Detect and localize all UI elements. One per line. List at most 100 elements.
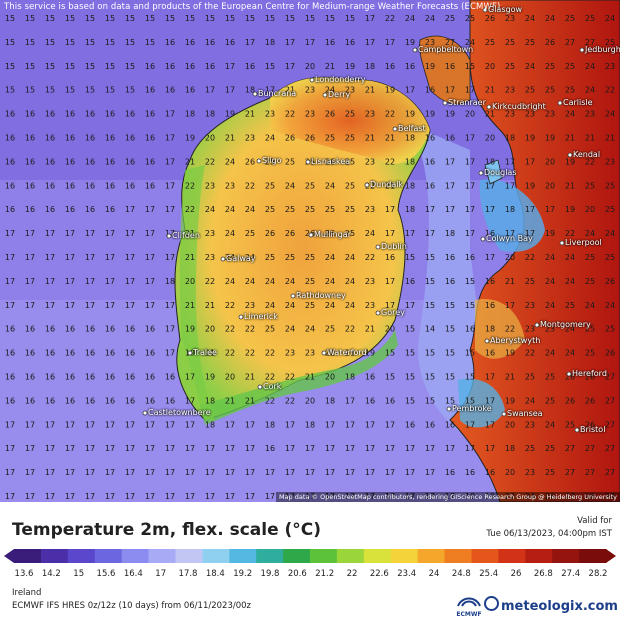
place-dot-limerick xyxy=(238,314,244,320)
scale-tick-label: 20.6 xyxy=(288,569,307,579)
temperature-value: 17 xyxy=(85,229,95,238)
temperature-value: 17 xyxy=(65,301,75,310)
scale-color-step xyxy=(67,549,96,563)
temperature-value: 17 xyxy=(225,468,235,477)
place-dot-buncrana xyxy=(252,91,258,97)
temperature-value: 17 xyxy=(125,468,135,477)
temperature-value: 21 xyxy=(565,181,575,190)
temperature-value: 24 xyxy=(565,110,575,119)
temperature-value: 26 xyxy=(565,396,575,405)
temperature-value: 24 xyxy=(325,181,335,190)
temperature-value: 15 xyxy=(425,373,435,382)
temperature-value: 15 xyxy=(245,14,255,23)
temperature-value: 17 xyxy=(165,492,175,501)
place-dot-lisnaskea xyxy=(305,159,311,165)
color-scale-bar: 13.6 14.2 15 15.6 16.4 17 17.8 18.4 19.2 19.8 20.6… xyxy=(4,549,616,579)
meteologix-brand-link[interactable]: meteologix.com xyxy=(484,596,618,614)
temperature-value: 15 xyxy=(285,14,295,23)
temperature-value: 17 xyxy=(165,444,175,453)
temperature-value: 17 xyxy=(45,277,55,286)
temperature-value: 16 xyxy=(125,110,135,119)
temperature-value: 18 xyxy=(165,277,175,286)
temperature-value: 17 xyxy=(165,420,175,429)
temperature-value: 17 xyxy=(425,444,435,453)
place-label-waterford: Waterford xyxy=(327,348,367,357)
temperature-value: 15 xyxy=(445,349,455,358)
temperature-value: 25 xyxy=(505,38,515,47)
temperature-value: 17 xyxy=(185,492,195,501)
temperature-value: 15 xyxy=(265,62,275,71)
temperature-value: 17 xyxy=(145,301,155,310)
temperature-value: 27 xyxy=(605,420,615,429)
temperature-value: 24 xyxy=(585,86,595,95)
temperature-value: 24 xyxy=(545,349,555,358)
scale-tick-label: 26 xyxy=(511,569,522,579)
temperature-value: 17 xyxy=(45,253,55,262)
temperature-value: 17 xyxy=(225,86,235,95)
scale-tick-label: 22 xyxy=(347,569,358,579)
temperature-value: 16 xyxy=(105,349,115,358)
temperature-value: 22 xyxy=(185,205,195,214)
temperature-value: 24 xyxy=(285,277,295,286)
temperature-value: 23 xyxy=(305,349,315,358)
temperature-value: 16 xyxy=(85,325,95,334)
temperature-value: 15 xyxy=(105,86,115,95)
temperature-value: 16 xyxy=(25,110,35,119)
temperature-value: 15 xyxy=(305,14,315,23)
temperature-value: 21 xyxy=(225,396,235,405)
temperature-value: 17 xyxy=(5,253,15,262)
temperature-value: 27 xyxy=(565,38,575,47)
temperature-value: 17 xyxy=(465,86,475,95)
temperature-value: 24 xyxy=(565,325,575,334)
temperature-map[interactable]: 15 15 15 15 15 15 15 15 15 15 15 15 15 15 15 15 15 15 17 22… xyxy=(0,0,620,502)
temperature-value: 23 xyxy=(245,301,255,310)
temperature-value: 16 xyxy=(345,38,355,47)
temperature-value: 17 xyxy=(285,468,295,477)
legend-panel: Temperature 2m, flex. scale (°C) Valid f… xyxy=(0,502,620,620)
temperature-value: 16 xyxy=(45,181,55,190)
temperature-value: 25 xyxy=(305,205,315,214)
temperature-value: 22 xyxy=(245,349,255,358)
temperature-value: 22 xyxy=(525,349,535,358)
temperature-value: 17 xyxy=(445,444,455,453)
temperature-value: 27 xyxy=(605,373,615,382)
temperature-value: 25 xyxy=(245,229,255,238)
temperature-value: 17 xyxy=(425,468,435,477)
temperature-value: 27 xyxy=(585,444,595,453)
temperature-value: 17 xyxy=(145,468,155,477)
temperature-value: 15 xyxy=(205,14,215,23)
temperature-value: 16 xyxy=(165,62,175,71)
temperature-value: 17 xyxy=(45,420,55,429)
temperature-value: 16 xyxy=(425,181,435,190)
temperature-value: 16 xyxy=(105,205,115,214)
temperature-value: 16 xyxy=(105,325,115,334)
place-dot-galway xyxy=(220,256,226,262)
temperature-value: 15 xyxy=(385,349,395,358)
temperature-value: 16 xyxy=(425,420,435,429)
place-dot-carlisle xyxy=(557,100,563,106)
temperature-value: 27 xyxy=(565,492,575,501)
place-label-londonderry: Londonderry xyxy=(315,75,366,84)
temperature-value: 16 xyxy=(45,157,55,166)
temperature-value: 17 xyxy=(505,181,515,190)
temperature-value: 24 xyxy=(265,134,275,143)
place-dot-swansea xyxy=(501,411,507,417)
temperature-value: 16 xyxy=(445,253,455,262)
place-dot-castletownbere xyxy=(142,410,148,416)
temperature-value: 15 xyxy=(85,38,95,47)
temperature-value: 25 xyxy=(585,277,595,286)
temperature-value: 17 xyxy=(485,444,495,453)
temperature-value: 17 xyxy=(45,444,55,453)
place-dot-derry xyxy=(322,92,328,98)
temperature-value: 23 xyxy=(205,229,215,238)
temperature-value: 17 xyxy=(485,373,495,382)
temperature-value: 17 xyxy=(385,229,395,238)
temperature-value: 27 xyxy=(605,468,615,477)
temperature-value: 18 xyxy=(485,325,495,334)
temperature-value: 25 xyxy=(265,325,275,334)
temperature-value: 16 xyxy=(165,373,175,382)
temperature-value: 17 xyxy=(165,157,175,166)
valid-date: Tue 06/13/2023, 04:00pm IST xyxy=(486,529,612,539)
place-dot-sligo xyxy=(256,158,262,164)
temperature-value: 17 xyxy=(285,62,295,71)
